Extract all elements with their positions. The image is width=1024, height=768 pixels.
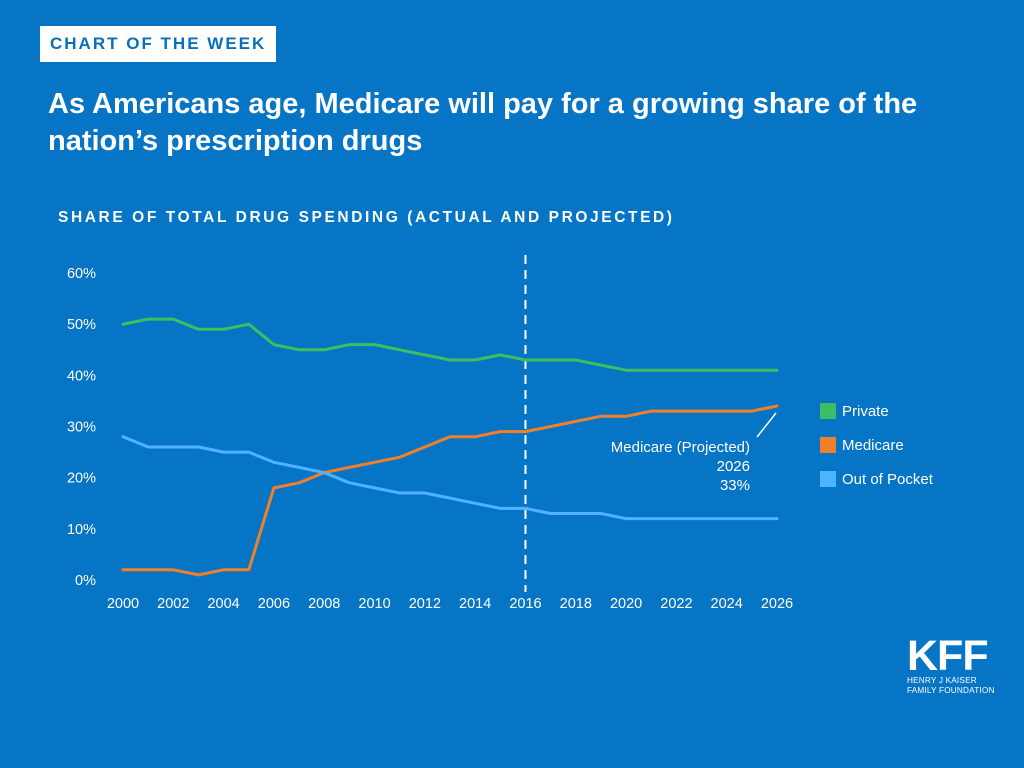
x-tick-label: 2002 [157,596,189,612]
x-tick-label: 2022 [660,596,692,612]
annotation-label: Medicare (Projected) [610,439,750,456]
logo-line-1: HENRY J KAISER [907,676,977,685]
legend-swatch-out-of-pocket [820,471,836,487]
legend-label-out-of-pocket: Out of Pocket [842,470,933,488]
legend-swatch-private [820,403,836,419]
series-line-medicare [121,404,779,577]
y-axis: 0% 10% 20% 30% 40% 50% 60% [67,266,96,589]
annotation-year: 2026 [716,458,750,475]
legend-item-medicare: Medicare [820,428,933,462]
series-line-private [121,317,779,372]
y-tick-label: 10% [67,522,96,538]
y-tick-label: 40% [67,368,96,384]
legend-item-private: Private [820,394,933,428]
x-tick-label: 2024 [711,596,743,612]
legend-item-out-of-pocket: Out of Pocket [820,462,933,496]
page-title: As Americans age, Medicare will pay for … [48,88,918,157]
chart-of-the-week-badge: CHART OF THE WEEK [40,26,277,62]
y-tick-label: 30% [67,420,96,436]
x-axis: 2000 2002 2004 2006 2008 2010 2012 2014 2016 2018… [107,596,793,612]
legend-swatch-medicare [820,437,836,453]
y-tick-label: 0% [75,573,96,589]
legend-label-medicare: Medicare [842,436,904,454]
x-tick-label: 2020 [610,596,642,612]
medicare-projection-annotation: Medicare (Projected) 2026 33% [560,438,750,495]
x-tick-label: 2014 [459,596,491,612]
x-tick-label: 2000 [107,596,139,612]
x-tick-label: 2016 [509,596,541,612]
x-tick-label: 2026 [761,596,793,612]
series-line-out-of-pocket [121,435,779,521]
legend-label-private: Private [842,402,889,420]
x-tick-label: 2004 [207,596,239,612]
y-tick-label: 60% [67,266,96,282]
x-tick-label: 2006 [258,596,290,612]
logo-line-2: FAMILY FOUNDATION [907,686,995,695]
annotation-leader-line [756,412,777,438]
y-tick-label: 20% [67,471,96,487]
kff-logo: KFF HENRY J KAISER FAMILY FOUNDATION [907,632,999,696]
chart-title: SHARE OF TOTAL DRUG SPENDING (ACTUAL AND… [58,209,675,226]
x-tick-label: 2010 [358,596,390,612]
x-tick-label: 2008 [308,596,340,612]
x-tick-label: 2012 [409,596,441,612]
series-layer [121,317,779,577]
annotation-value: 33% [719,477,750,494]
x-tick-label: 2018 [560,596,592,612]
chart-legend: Private Medicare Out of Pocket [820,394,933,496]
y-tick-label: 50% [67,317,96,333]
logo-mark: KFF [907,632,989,680]
